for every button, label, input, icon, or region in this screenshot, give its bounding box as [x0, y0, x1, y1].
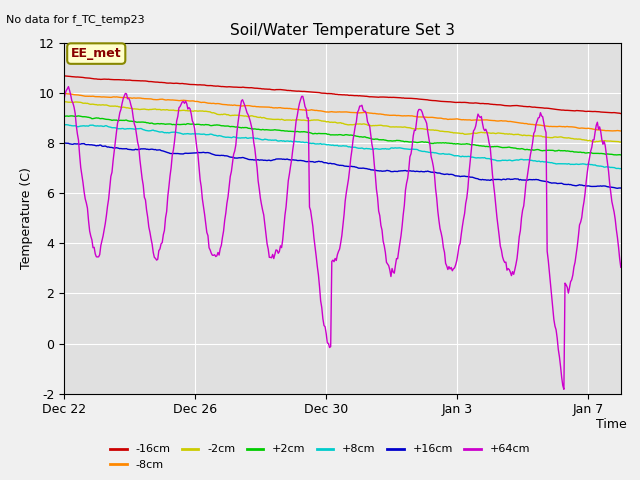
- +2cm: [617, 152, 625, 158]
- Line: +64cm: +64cm: [64, 86, 621, 389]
- +8cm: [324, 142, 332, 147]
- +16cm: [324, 161, 332, 167]
- +8cm: [617, 166, 625, 171]
- -8cm: [604, 128, 611, 133]
- -8cm: [328, 109, 335, 115]
- +16cm: [516, 177, 524, 182]
- +64cm: [617, 264, 625, 270]
- -8cm: [516, 120, 524, 126]
- Legend: -16cm, -8cm, -2cm, +2cm, +8cm, +16cm, +64cm: -16cm, -8cm, -2cm, +2cm, +8cm, +16cm, +6…: [106, 440, 534, 474]
- Line: -2cm: -2cm: [64, 102, 621, 142]
- Text: Time: Time: [596, 418, 627, 431]
- +16cm: [617, 185, 625, 191]
- +64cm: [362, 111, 370, 117]
- -2cm: [392, 124, 399, 130]
- -16cm: [61, 73, 69, 79]
- Title: Soil/Water Temperature Set 3: Soil/Water Temperature Set 3: [230, 23, 455, 38]
- Line: +2cm: +2cm: [64, 116, 621, 155]
- +8cm: [604, 164, 611, 170]
- -16cm: [329, 91, 337, 97]
- -2cm: [328, 119, 335, 125]
- +16cm: [60, 140, 68, 146]
- -16cm: [605, 110, 612, 116]
- -16cm: [60, 73, 68, 79]
- -8cm: [362, 109, 369, 115]
- -2cm: [324, 119, 332, 125]
- +2cm: [75, 113, 83, 119]
- +2cm: [612, 152, 620, 158]
- +16cm: [614, 185, 621, 191]
- Text: EE_met: EE_met: [71, 47, 122, 60]
- Y-axis label: Temperature (C): Temperature (C): [20, 168, 33, 269]
- +8cm: [328, 143, 335, 148]
- +2cm: [60, 113, 68, 119]
- +8cm: [516, 156, 524, 162]
- +16cm: [328, 161, 335, 167]
- +64cm: [393, 256, 401, 262]
- +64cm: [606, 180, 614, 186]
- Line: +16cm: +16cm: [64, 143, 621, 188]
- +2cm: [362, 135, 370, 141]
- +2cm: [518, 146, 525, 152]
- -8cm: [617, 128, 625, 134]
- -16cm: [518, 103, 525, 109]
- -16cm: [326, 91, 333, 96]
- -8cm: [324, 109, 332, 115]
- +64cm: [518, 215, 525, 221]
- +64cm: [560, 386, 568, 392]
- +8cm: [392, 145, 399, 151]
- Text: No data for f_TC_temp23: No data for f_TC_temp23: [6, 14, 145, 25]
- -16cm: [617, 111, 625, 117]
- -2cm: [604, 138, 611, 144]
- +16cm: [392, 168, 399, 174]
- +2cm: [329, 132, 337, 138]
- +2cm: [326, 132, 333, 137]
- +2cm: [393, 138, 401, 144]
- Line: -16cm: -16cm: [64, 76, 621, 114]
- -2cm: [60, 99, 68, 105]
- -16cm: [362, 94, 370, 99]
- +64cm: [60, 97, 68, 103]
- -2cm: [617, 139, 625, 145]
- +8cm: [362, 146, 369, 152]
- Line: +8cm: +8cm: [64, 124, 621, 168]
- +2cm: [605, 151, 612, 157]
- Line: -8cm: -8cm: [64, 94, 621, 131]
- -8cm: [60, 91, 68, 96]
- +16cm: [604, 184, 611, 190]
- +64cm: [65, 84, 72, 89]
- -16cm: [393, 95, 401, 100]
- -2cm: [516, 132, 524, 138]
- +64cm: [326, 345, 333, 350]
- -2cm: [362, 121, 369, 127]
- +8cm: [60, 121, 68, 127]
- +64cm: [329, 257, 337, 263]
- -8cm: [392, 112, 399, 118]
- +16cm: [362, 166, 369, 171]
